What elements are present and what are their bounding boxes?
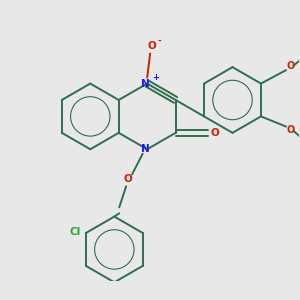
Text: +: +: [152, 73, 159, 82]
Text: O: O: [210, 128, 219, 138]
Text: Cl: Cl: [70, 226, 81, 236]
Text: -: -: [157, 37, 161, 46]
Text: N: N: [141, 79, 150, 88]
Text: O: O: [286, 61, 295, 70]
Text: O: O: [123, 174, 132, 184]
Text: N: N: [141, 144, 150, 154]
Text: O: O: [147, 41, 156, 51]
Text: O: O: [286, 124, 295, 134]
